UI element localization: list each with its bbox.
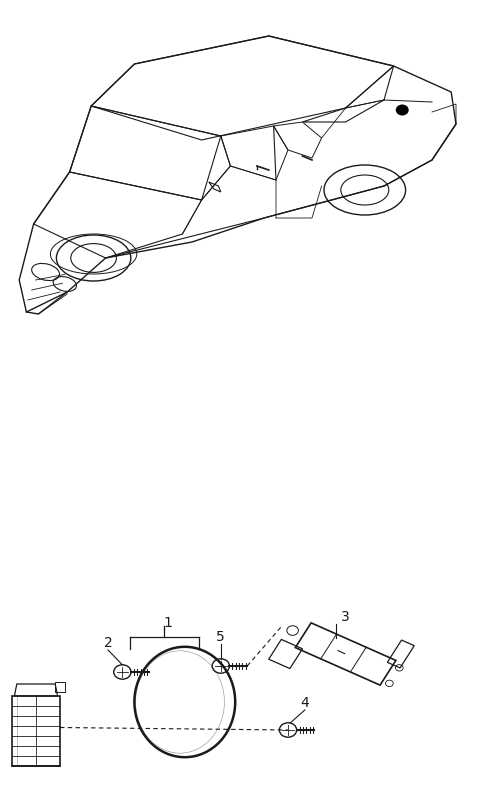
Text: 3: 3 <box>341 610 350 624</box>
Circle shape <box>396 106 408 114</box>
Text: 2: 2 <box>104 636 112 650</box>
Text: 4: 4 <box>300 696 309 710</box>
Text: 1: 1 <box>164 616 172 630</box>
Text: 5: 5 <box>216 630 225 644</box>
